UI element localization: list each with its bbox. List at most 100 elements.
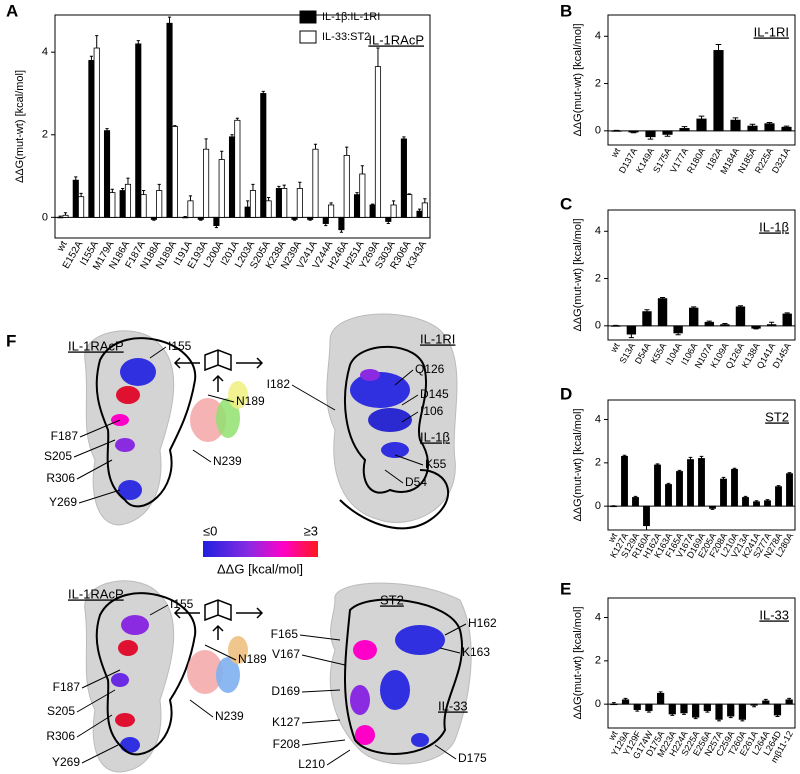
- bar: [735, 306, 746, 327]
- leader-line: [207, 394, 235, 403]
- bar: [775, 486, 782, 507]
- chart-title: IL-33: [759, 607, 789, 622]
- bar: [171, 126, 178, 218]
- bar: [234, 119, 241, 218]
- y-tick-label: 0: [595, 125, 601, 137]
- leader-line: [401, 394, 419, 406]
- bar: [244, 206, 251, 218]
- panel-letter: F: [6, 331, 16, 350]
- y-axis-label: ΔΔG(mut-wt) [kcal/mol]: [572, 23, 584, 136]
- bar: [645, 130, 656, 138]
- error-bar: [658, 691, 663, 694]
- error-bar: [126, 177, 130, 185]
- structure-label: F187: [53, 680, 81, 694]
- error-bar: [261, 90, 265, 94]
- structure-label: Q126: [415, 362, 445, 376]
- bar: [385, 216, 392, 222]
- error-bar: [693, 717, 698, 720]
- bar: [665, 484, 672, 507]
- error-bar: [183, 216, 187, 218]
- error-bar: [371, 203, 375, 205]
- structure-label: IL-33: [438, 698, 468, 713]
- y-tick-label: 2: [42, 129, 48, 141]
- y-tick-label: 0: [595, 500, 601, 512]
- error-bar: [666, 482, 671, 485]
- error-bar: [699, 455, 704, 459]
- bar: [265, 200, 272, 218]
- plot-frame: [607, 399, 796, 531]
- y-axis-label: ΔΔG(mut-wt) [kcal/mol]: [572, 408, 584, 521]
- colorbar-title: ΔΔG [kcal/mol]: [217, 561, 303, 576]
- bar: [715, 703, 723, 720]
- leader-line: [81, 744, 119, 764]
- error-bar: [360, 165, 364, 174]
- error-bar: [784, 312, 790, 314]
- structure-label: K163: [462, 645, 490, 659]
- bar: [187, 200, 194, 218]
- error-bar: [728, 716, 733, 719]
- bar: [720, 324, 730, 327]
- error-bar: [58, 215, 62, 218]
- bar: [704, 321, 714, 327]
- error-bar: [737, 305, 744, 307]
- error-bar: [783, 125, 790, 128]
- legend-swatch: [299, 10, 317, 24]
- bar: [662, 130, 673, 135]
- bar: [643, 505, 650, 527]
- legend-label: IL-1β:IL-1RI: [322, 11, 380, 23]
- bar: [766, 324, 777, 327]
- structure-label: D175: [458, 751, 487, 765]
- bar: [764, 500, 771, 507]
- plot-frame: [54, 14, 431, 239]
- error-bar: [402, 136, 406, 139]
- error-bar: [376, 47, 380, 67]
- structure-label: F187: [51, 429, 79, 443]
- bar: [673, 325, 683, 334]
- bar: [275, 188, 282, 218]
- error-bar: [769, 321, 775, 325]
- bar: [610, 505, 617, 508]
- error-bar: [95, 35, 99, 49]
- error-bar: [79, 192, 83, 197]
- error-bar: [633, 495, 638, 498]
- bar: [307, 216, 314, 220]
- error-bar: [628, 334, 634, 339]
- error-bar: [267, 197, 271, 201]
- bar: [731, 468, 738, 507]
- bar: [654, 464, 661, 507]
- error-bar: [121, 187, 125, 191]
- bar: [322, 216, 329, 224]
- structure-label: F208: [273, 737, 301, 751]
- x-tick-label: wt: [608, 341, 622, 355]
- y-tick-label: 4: [595, 30, 601, 42]
- structure-label: S205: [47, 704, 75, 718]
- error-bar: [681, 126, 688, 129]
- error-bar: [157, 183, 161, 191]
- bar: [727, 703, 735, 717]
- bar: [353, 194, 361, 218]
- bar: [720, 478, 727, 507]
- error-bar: [407, 193, 411, 195]
- bar: [291, 216, 298, 220]
- bar: [103, 130, 111, 218]
- structure-label: K55: [425, 457, 447, 471]
- error-bar: [298, 181, 302, 189]
- error-bar: [765, 499, 770, 501]
- y-axis-label: ΔΔG(mut-wt) [kcal/mol]: [572, 606, 584, 719]
- error-bar: [417, 208, 422, 212]
- error-bar: [743, 495, 748, 498]
- bar: [633, 703, 641, 710]
- error-bar: [313, 143, 318, 150]
- error-bar: [214, 225, 218, 229]
- structure-label: IL-1RAcP: [68, 338, 124, 353]
- bar: [747, 125, 758, 132]
- structure-label: F165: [271, 627, 299, 641]
- bar: [312, 148, 319, 218]
- bar: [374, 66, 382, 218]
- y-tick-label: 0: [42, 211, 48, 223]
- bar: [249, 190, 257, 218]
- error-bar: [251, 183, 255, 191]
- structure-label: R306: [46, 471, 75, 485]
- error-bar: [698, 115, 705, 119]
- bar: [642, 311, 652, 327]
